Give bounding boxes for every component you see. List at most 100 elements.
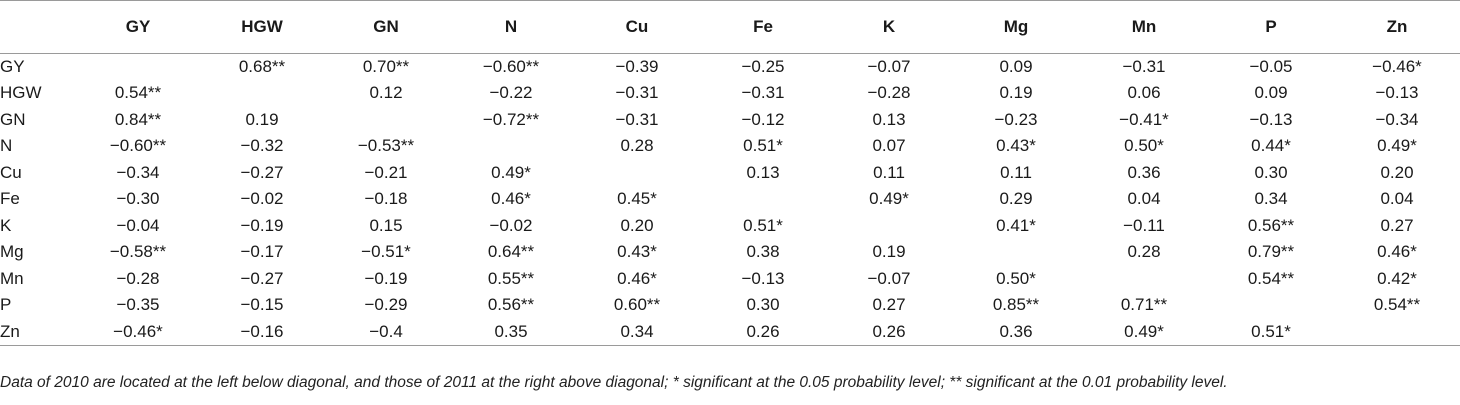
table-cell [700, 186, 826, 213]
table-cell: 0.12 [369, 83, 403, 103]
table-cell: 0.50* [1124, 136, 1164, 156]
table-cell: 0.20 [620, 215, 654, 235]
column-header: Mg [952, 0, 1080, 54]
table-cell: 0.56** [487, 295, 535, 315]
table-cell: 0.46* [617, 268, 657, 288]
table-cell: −0.72** [482, 109, 540, 129]
table-cell: 0.54** [114, 83, 162, 103]
table-cell [826, 213, 952, 240]
table-cell: −0.13 [1375, 83, 1419, 103]
table-cell: −0.51* [361, 242, 411, 262]
table-cell: −0.31 [1122, 57, 1166, 76]
table-cell: 0.46* [491, 189, 531, 209]
table-cell: 0.20 [1380, 162, 1414, 182]
row-label: Cu [0, 162, 22, 182]
table-cell: 0.49* [1080, 318, 1208, 346]
table-cell: 0.43* [617, 242, 657, 262]
table-cell: −0.13 [1249, 109, 1293, 129]
table-cell [952, 239, 1080, 266]
table-cell: 0.06 [1127, 83, 1161, 103]
table-row: Zn −0.46* −0.16 −0.4 0.35 0.34 0.26 0.26 0.36 0.4… [0, 318, 1460, 346]
table-cell: 0.68** [238, 57, 286, 76]
table-cell: 0.54** [1373, 295, 1421, 315]
table-cell: −0.4 [324, 318, 448, 346]
table-cell: 0.71** [1120, 295, 1168, 315]
table-cell: −0.58** [109, 242, 167, 262]
table-cell: 0.30 [1254, 162, 1288, 182]
table-cell: −0.17 [240, 242, 284, 262]
table-cell [448, 133, 574, 160]
table-row: Mg −0.58** −0.17 −0.51* 0.64** 0.43* 0.38 0.19 0… [0, 239, 1460, 266]
table-cell: 0.55** [487, 268, 535, 288]
column-header: Fe [700, 0, 826, 54]
row-label: GN [0, 109, 26, 129]
table-cell [574, 160, 700, 187]
table-cell: −0.02 [240, 189, 284, 209]
table-cell: 0.19 [999, 83, 1033, 103]
row-label: K [0, 215, 12, 235]
column-header: GN [324, 0, 448, 54]
table-cell: 0.11 [873, 162, 905, 182]
column-header: Cu [574, 0, 700, 54]
table-cell: −0.04 [116, 215, 160, 235]
column-header: P [1208, 0, 1334, 54]
row-label: GY [0, 57, 25, 76]
table-row: K −0.04 −0.19 0.15 −0.02 0.20 0.51* 0.41* −0.11 0… [0, 213, 1460, 240]
column-header: Zn [1334, 0, 1460, 54]
table-cell: −0.53** [357, 136, 415, 156]
table-cell: −0.32 [240, 136, 284, 156]
table-row: N −0.60** −0.32 −0.53** 0.28 0.51* 0.07 0.43* 0.… [0, 133, 1460, 160]
table-cell: 0.28 [620, 136, 654, 156]
table-cell: 0.30 [746, 295, 780, 315]
table-cell [324, 107, 448, 134]
table-cell: 0.84** [114, 109, 162, 129]
table-cell [200, 80, 324, 107]
table-cell: −0.31 [615, 109, 659, 129]
table-cell: −0.22 [489, 83, 533, 103]
row-label: P [0, 295, 12, 315]
table-cell: 0.51* [1208, 318, 1334, 346]
table-cell: −0.27 [240, 268, 284, 288]
table-cell: −0.34 [116, 162, 160, 182]
table-cell: 0.09 [1254, 83, 1288, 103]
row-label: Mn [0, 268, 24, 288]
table-cell: −0.34 [1375, 109, 1419, 129]
row-label: Fe [0, 189, 20, 209]
table-row: HGW 0.54** 0.12 −0.22 −0.31 −0.31 −0.28 0.19 0.0… [0, 80, 1460, 107]
table-cell: −0.12 [741, 109, 785, 129]
table-row: Fe −0.30 −0.02 −0.18 0.46* 0.45* 0.49* 0.29 0.04… [0, 186, 1460, 213]
table-cell: 0.38 [746, 242, 780, 262]
table-cell: −0.31 [741, 83, 785, 103]
row-label: Mg [0, 242, 24, 262]
table-cell: −0.29 [364, 295, 408, 315]
table-cell: −0.19 [364, 268, 408, 288]
table-cell: 0.41* [996, 215, 1036, 235]
table-cell: 0.43* [996, 136, 1036, 156]
table-cell: 0.51* [743, 215, 783, 235]
table-cell: −0.60** [482, 57, 540, 76]
table-cell: −0.07 [867, 268, 911, 288]
table-cell: −0.46* [76, 318, 200, 346]
column-header: K [826, 0, 952, 54]
table-cell: −0.60** [109, 136, 167, 156]
table-row: P −0.35 −0.15 −0.29 0.56** 0.60** 0.30 0.27 0.85… [0, 292, 1460, 319]
table-cell: 0.13 [872, 109, 906, 129]
table-cell: 0.26 [826, 318, 952, 346]
table-cell: 0.04 [1127, 189, 1161, 209]
table-cell: 0.26 [700, 318, 826, 346]
table-cell [1208, 292, 1334, 319]
header-row: GY HGW GN N Cu Fe K Mg Mn P Zn [0, 0, 1460, 54]
table-row: Mn −0.28 −0.27 −0.19 0.55** 0.46* −0.13 −0.07 0.… [0, 266, 1460, 293]
table-cell: −0.07 [867, 57, 911, 76]
table-cell: 0.35 [448, 318, 574, 346]
table-cell: 0.34 [1254, 189, 1288, 209]
table-cell: 0.19 [872, 242, 906, 262]
table-cell: −0.15 [240, 295, 284, 315]
table-cell: −0.46* [1372, 57, 1422, 76]
table-cell: −0.13 [741, 268, 785, 288]
table-cell: −0.19 [240, 215, 284, 235]
table-cell: 0.44* [1251, 136, 1291, 156]
table-cell: −0.41* [1119, 109, 1169, 129]
table-cell: 0.19 [245, 109, 279, 129]
